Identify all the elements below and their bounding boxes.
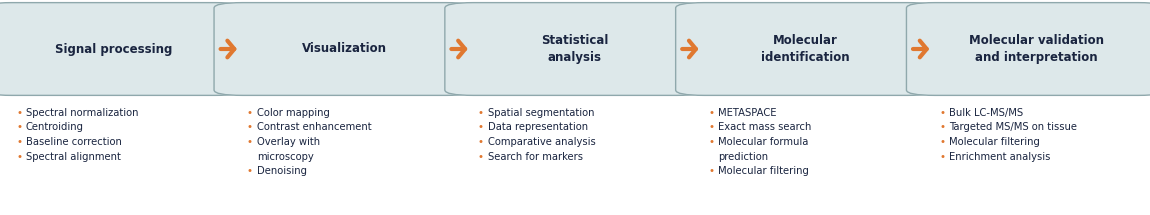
Text: •: •	[708, 108, 714, 118]
Text: Denoising: Denoising	[256, 166, 307, 176]
FancyBboxPatch shape	[214, 3, 474, 95]
Text: •: •	[477, 152, 484, 161]
FancyBboxPatch shape	[445, 3, 705, 95]
Text: •: •	[708, 137, 714, 147]
FancyBboxPatch shape	[906, 3, 1150, 95]
Text: •: •	[247, 166, 253, 176]
Text: Search for markers: Search for markers	[488, 152, 583, 161]
Text: Spatial segmentation: Spatial segmentation	[488, 108, 595, 118]
Text: microscopy: microscopy	[256, 152, 314, 161]
Text: Molecular filtering: Molecular filtering	[949, 137, 1040, 147]
Text: Contrast enhancement: Contrast enhancement	[256, 123, 371, 132]
Text: •: •	[940, 123, 945, 132]
Text: •: •	[16, 108, 22, 118]
Text: Statistical
analysis: Statistical analysis	[542, 34, 608, 64]
Text: •: •	[247, 137, 253, 147]
Text: •: •	[16, 152, 22, 161]
Text: •: •	[940, 137, 945, 147]
Text: Spectral normalization: Spectral normalization	[26, 108, 138, 118]
Text: •: •	[477, 108, 484, 118]
Text: •: •	[16, 123, 22, 132]
Text: •: •	[708, 166, 714, 176]
Text: •: •	[477, 123, 484, 132]
Text: Baseline correction: Baseline correction	[26, 137, 122, 147]
Text: Visualization: Visualization	[301, 43, 386, 55]
Text: Data representation: Data representation	[488, 123, 588, 132]
Text: METASPACE: METASPACE	[719, 108, 777, 118]
Text: Targeted MS/MS on tissue: Targeted MS/MS on tissue	[949, 123, 1078, 132]
Text: Comparative analysis: Comparative analysis	[488, 137, 596, 147]
Text: •: •	[247, 123, 253, 132]
FancyBboxPatch shape	[676, 3, 936, 95]
Text: Signal processing: Signal processing	[55, 43, 172, 55]
Text: Molecular formula: Molecular formula	[719, 137, 808, 147]
Text: •: •	[247, 108, 253, 118]
Text: Bulk LC-MS/MS: Bulk LC-MS/MS	[949, 108, 1024, 118]
Text: Exact mass search: Exact mass search	[719, 123, 812, 132]
Text: Enrichment analysis: Enrichment analysis	[949, 152, 1051, 161]
Text: •: •	[708, 123, 714, 132]
Text: Molecular
identification: Molecular identification	[761, 34, 850, 64]
Text: Molecular validation
and interpretation: Molecular validation and interpretation	[969, 34, 1104, 64]
Text: •: •	[940, 108, 945, 118]
Text: Overlay with: Overlay with	[256, 137, 320, 147]
Text: Color mapping: Color mapping	[256, 108, 330, 118]
Text: •: •	[16, 137, 22, 147]
Text: Centroiding: Centroiding	[26, 123, 84, 132]
FancyBboxPatch shape	[0, 3, 244, 95]
Text: •: •	[477, 137, 484, 147]
Text: Molecular filtering: Molecular filtering	[719, 166, 810, 176]
Text: •: •	[940, 152, 945, 161]
Text: Spectral alignment: Spectral alignment	[26, 152, 121, 161]
Text: prediction: prediction	[719, 152, 768, 161]
